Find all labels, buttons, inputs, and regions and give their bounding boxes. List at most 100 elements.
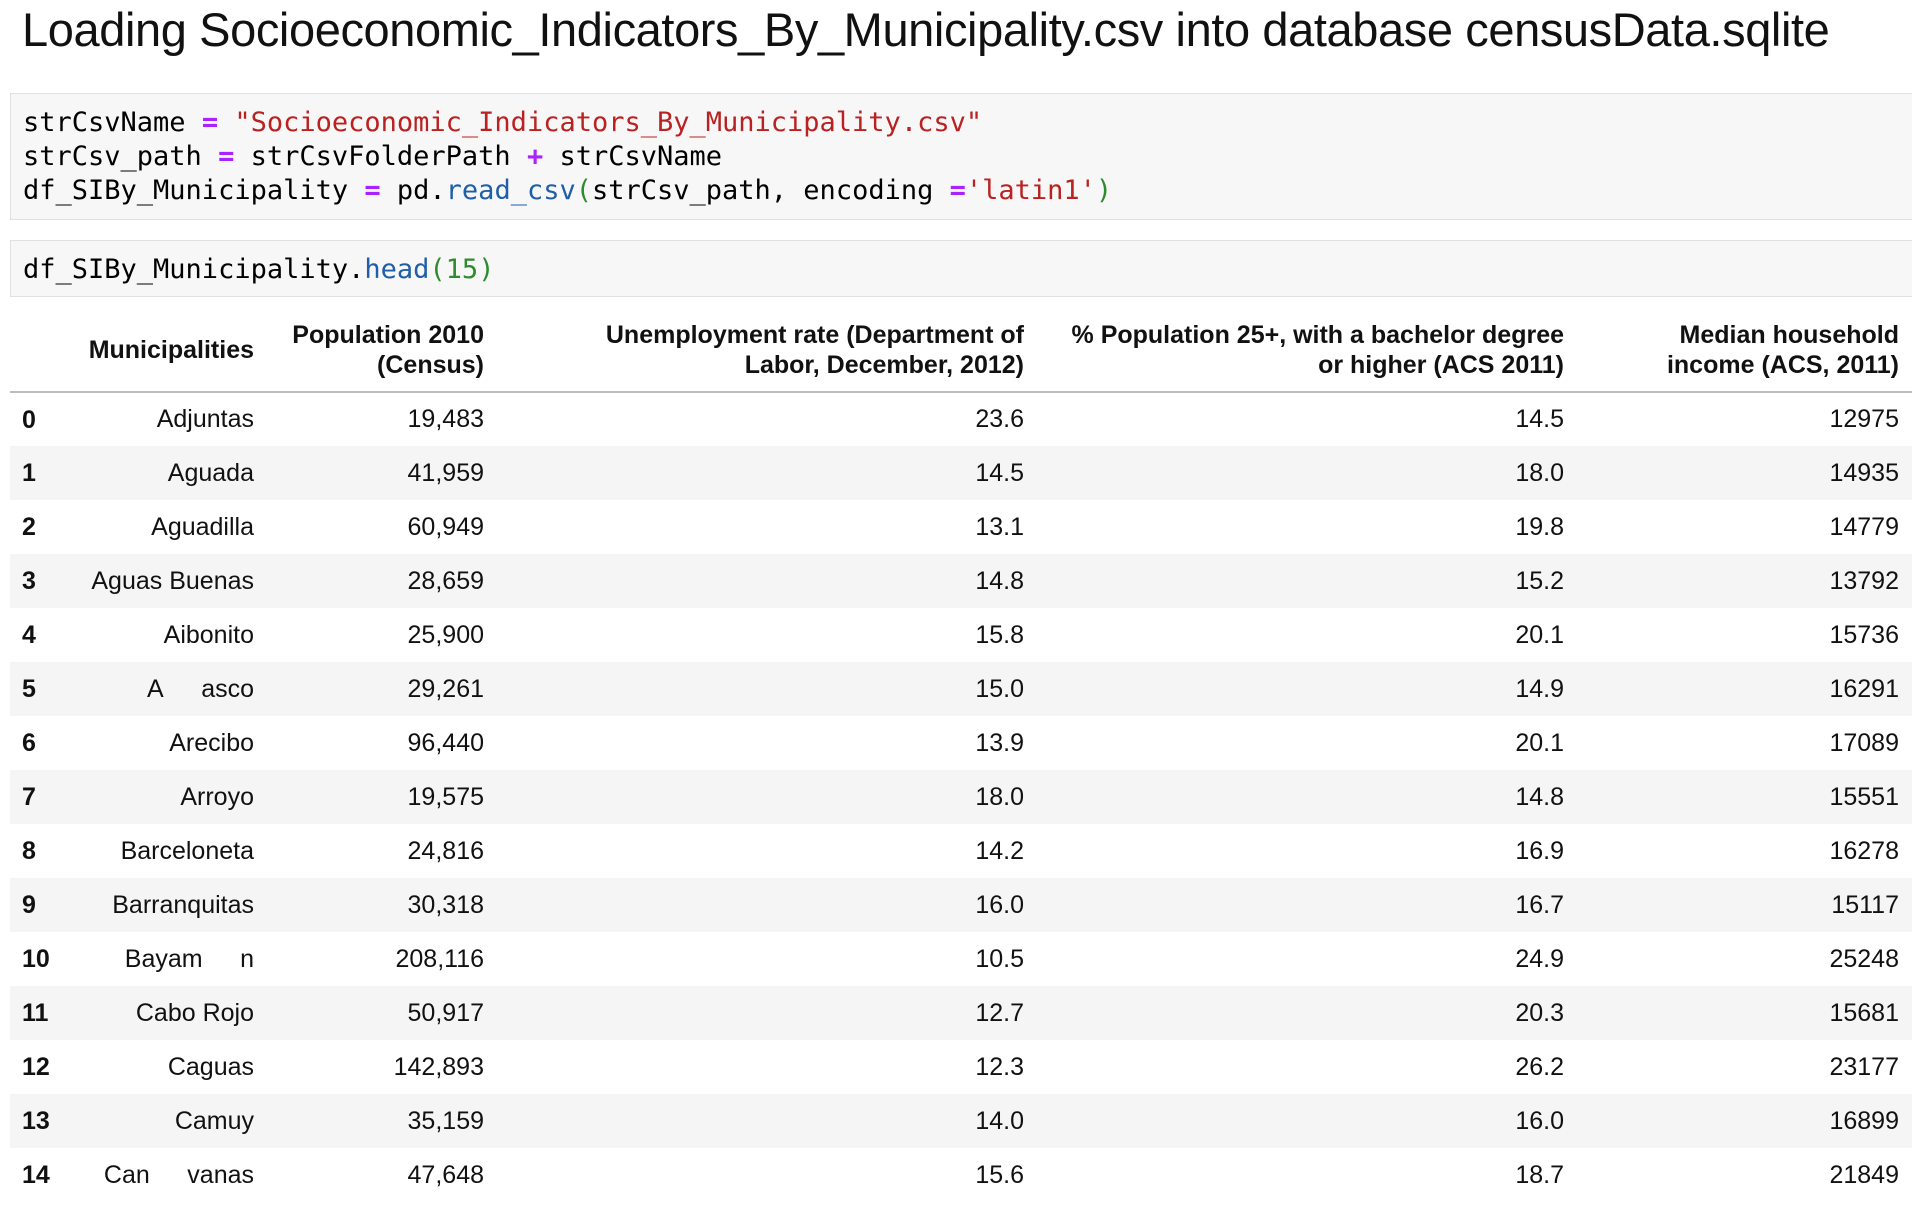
cell-population: 19,483	[407, 405, 484, 433]
row-index: 9	[22, 891, 36, 919]
row-index: 3	[22, 567, 36, 595]
cell-income: 16278	[1829, 836, 1899, 865]
cell-population: 29,261	[407, 674, 484, 703]
header-municipalities: Municipalities	[68, 308, 267, 393]
cell-bachelor: 26.2	[1515, 1052, 1564, 1081]
cell-income: 25248	[1829, 944, 1899, 973]
code-token: strCsv_path	[23, 141, 202, 172]
code-token: )	[1095, 175, 1113, 206]
cell-bachelor: 14.9	[1515, 674, 1564, 703]
cell-unemployment: 12.7	[975, 998, 1024, 1027]
code-token: pd	[396, 175, 430, 206]
cell-income: 14935	[1829, 458, 1899, 487]
code-cell-head[interactable]: df_SIBy_Municipality.head(15)	[10, 240, 1912, 297]
cell-population: 19,575	[407, 782, 484, 811]
cell-bachelor: 18.0	[1515, 458, 1564, 487]
code-token: "Socioeconomic_Indicators_By_Municipalit…	[234, 107, 983, 138]
table-row: 9 Barranquitas 30,318 16.0 16.7 15117	[10, 878, 1912, 932]
code-token: .	[429, 175, 446, 206]
cell-unemployment: 14.2	[975, 836, 1024, 865]
header-unemployment-line1: Unemployment rate (Department of	[605, 320, 1024, 349]
table-row: 0 Adjuntas 19,483 23.6 14.5 12975	[10, 392, 1912, 446]
cell-municipality: Can vanas	[103, 1160, 254, 1189]
cell-unemployment: 14.8	[975, 566, 1024, 595]
header-unemployment: Unemployment rate (Department of Labor, D…	[497, 308, 1037, 393]
header-population-line1: Population 2010	[292, 320, 484, 349]
table-row: 2 Aguadilla 60,949 13.1 19.8 14779	[10, 500, 1912, 554]
cell-unemployment: 16.0	[975, 890, 1024, 919]
table-row: 14 Can vanas 47,648 15.6 18.7 21849	[10, 1148, 1912, 1202]
cell-income: 12975	[1829, 405, 1899, 433]
code-line-2: strCsv_path = strCsvFolderPath + strCsvN…	[23, 140, 1912, 174]
code-token: read_csv	[445, 175, 576, 206]
cell-unemployment: 18.0	[975, 782, 1024, 811]
cell-income: 17089	[1829, 728, 1899, 757]
cell-population: 60,949	[407, 512, 484, 541]
row-index: 14	[22, 1161, 50, 1189]
cell-income: 16899	[1829, 1106, 1899, 1135]
code-cell-load-csv[interactable]: strCsvName = "Socioeconomic_Indicators_B…	[10, 93, 1912, 220]
cell-municipality: A asco	[147, 674, 254, 703]
code-token: =	[949, 175, 966, 206]
cell-population: 35,159	[407, 1106, 484, 1135]
cell-unemployment: 14.0	[975, 1106, 1024, 1135]
cell-income: 15736	[1829, 620, 1899, 649]
row-index: 8	[22, 837, 36, 865]
code-line-1: df_SIBy_Municipality.head(15)	[23, 253, 1912, 287]
code-token: =	[185, 107, 235, 138]
table-row: 5 A asco 29,261 15.0 14.9 16291	[10, 662, 1912, 716]
cell-municipality: Caguas	[167, 1052, 254, 1081]
dataframe-output-table: Municipalities Population 2010 (Census) U…	[10, 308, 1912, 1202]
header-bachelor-line2: or higher (ACS 2011)	[1318, 350, 1564, 379]
cell-municipality: Aguadilla	[151, 512, 254, 541]
cell-population: 41,959	[407, 458, 484, 487]
code-token: +	[510, 141, 560, 172]
cell-unemployment: 13.9	[975, 728, 1024, 757]
cell-unemployment: 15.0	[975, 674, 1024, 703]
cell-bachelor: 14.5	[1515, 405, 1564, 433]
cell-unemployment: 14.5	[975, 458, 1024, 487]
row-index: 6	[22, 729, 36, 757]
code-token: 15	[445, 254, 479, 285]
cell-municipality: Aguada	[167, 458, 254, 487]
cell-unemployment: 15.6	[975, 1160, 1024, 1189]
header-income-line2: income (ACS, 2011)	[1666, 350, 1899, 379]
row-index: 12	[22, 1053, 50, 1081]
cell-bachelor: 20.1	[1515, 728, 1564, 757]
cell-municipality: Adjuntas	[156, 405, 254, 433]
cell-unemployment: 10.5	[975, 944, 1024, 973]
header-bachelor: % Population 25+, with a bachelor degree…	[1037, 308, 1577, 393]
cell-income: 15117	[1831, 890, 1899, 919]
header-index	[10, 308, 68, 393]
code-line-3: df_SIBy_Municipality = pd.read_csv(strCs…	[23, 174, 1912, 208]
cell-bachelor: 16.9	[1515, 836, 1564, 865]
code-token: =	[201, 141, 251, 172]
table-row: 1 Aguada 41,959 14.5 18.0 14935	[10, 446, 1912, 500]
cell-population: 47,648	[407, 1160, 484, 1189]
cell-income: 13792	[1829, 566, 1899, 595]
cell-bachelor: 24.9	[1515, 944, 1564, 973]
row-index: 4	[22, 621, 36, 649]
code-line-1: strCsvName = "Socioeconomic_Indicators_B…	[23, 106, 1912, 140]
cell-income: 21849	[1829, 1160, 1899, 1189]
cell-bachelor: 20.3	[1515, 998, 1564, 1027]
row-index: 5	[22, 675, 36, 703]
table-row: 10 Bayam n 208,116 10.5 24.9 25248	[10, 932, 1912, 986]
header-population-line2: (Census)	[377, 350, 484, 379]
table-row: 4 Aibonito 25,900 15.8 20.1 15736	[10, 608, 1912, 662]
cell-income: 15551	[1829, 782, 1899, 811]
code-token: df_SIBy_Municipality	[23, 175, 349, 206]
header-bachelor-line1: % Population 25+, with a bachelor degree	[1071, 320, 1564, 349]
cell-population: 30,318	[407, 890, 484, 919]
cell-income: 14779	[1829, 512, 1899, 541]
code-token: strCsvName	[559, 141, 723, 172]
cell-income: 15681	[1829, 998, 1899, 1027]
cell-bachelor: 15.2	[1515, 566, 1564, 595]
cell-municipality: Barceloneta	[120, 836, 254, 865]
table-row: 12 Caguas 142,893 12.3 26.2 23177	[10, 1040, 1912, 1094]
cell-bachelor: 20.1	[1515, 620, 1564, 649]
cell-income: 16291	[1829, 674, 1899, 703]
code-token: )	[478, 254, 495, 285]
cell-bachelor: 18.7	[1515, 1160, 1564, 1189]
table-header-row: Municipalities Population 2010 (Census) U…	[10, 308, 1912, 393]
